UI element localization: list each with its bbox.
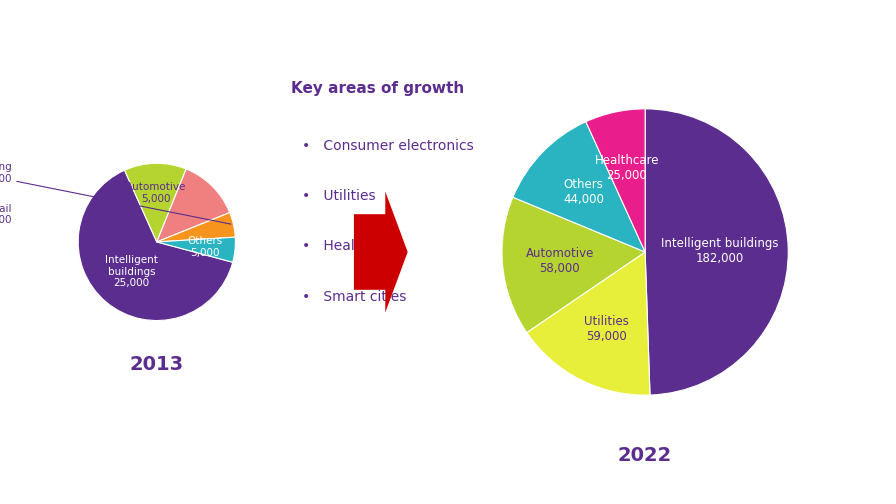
Text: Healthcare
25,000: Healthcare 25,000 <box>595 154 659 182</box>
Text: Automotive
58,000: Automotive 58,000 <box>525 247 594 275</box>
Text: Others
5,000: Others 5,000 <box>187 236 223 258</box>
Wedge shape <box>645 109 788 395</box>
Text: Others
44,000: Others 44,000 <box>563 178 604 206</box>
Wedge shape <box>586 109 645 252</box>
Text: Retail
2,000: Retail 2,000 <box>0 204 12 225</box>
Wedge shape <box>527 252 650 395</box>
Wedge shape <box>157 213 236 242</box>
Text: Utilities
59,000: Utilities 59,000 <box>584 314 629 343</box>
Wedge shape <box>157 237 236 262</box>
Wedge shape <box>513 121 645 252</box>
Wedge shape <box>125 163 186 242</box>
Text: Intelligent
buildings
25,000: Intelligent buildings 25,000 <box>105 255 158 288</box>
Wedge shape <box>502 197 645 333</box>
Text: •   Healthcare: • Healthcare <box>302 239 400 254</box>
Text: Manufacturing
2,000: Manufacturing 2,000 <box>0 162 231 224</box>
Text: 2013: 2013 <box>130 355 184 374</box>
Wedge shape <box>157 169 229 242</box>
Text: Intelligent buildings
182,000: Intelligent buildings 182,000 <box>660 237 779 265</box>
Text: •   Smart cities: • Smart cities <box>302 290 406 304</box>
Text: •   Consumer electronics: • Consumer electronics <box>302 139 474 153</box>
Text: Automotive
5,000: Automotive 5,000 <box>125 182 186 204</box>
Text: Key areas of growth: Key areas of growth <box>291 81 464 96</box>
Polygon shape <box>354 192 408 312</box>
Text: •   Utilities: • Utilities <box>302 189 375 203</box>
Wedge shape <box>78 170 233 321</box>
Text: 2022: 2022 <box>618 446 672 465</box>
